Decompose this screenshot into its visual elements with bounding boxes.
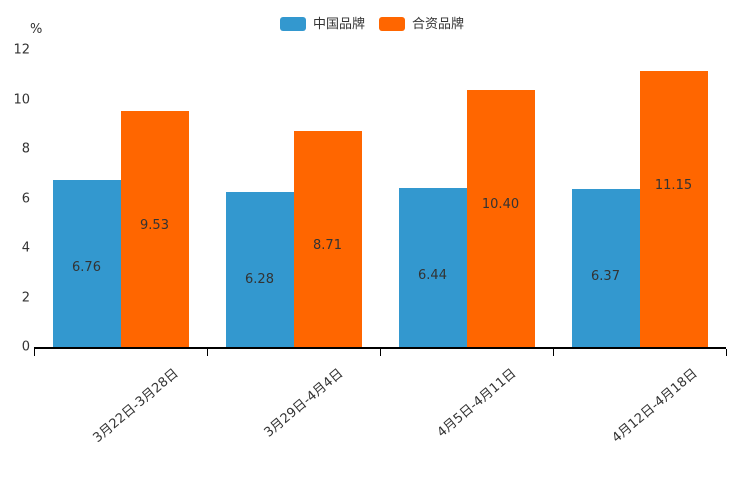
bar-joint-venture-brand[interactable] — [466, 89, 535, 347]
y-axis-unit-label: % — [30, 22, 43, 37]
y-axis-tick-labels: 0 2 4 6 8 10 12 — [0, 0, 30, 496]
legend-swatch-icon — [379, 17, 405, 31]
x-axis-tick-mark — [207, 349, 208, 356]
bar-value-label: 6.28 — [245, 271, 274, 287]
y-axis-tick-label: 0 — [21, 339, 30, 355]
y-axis-tick-label: 6 — [21, 191, 30, 206]
bar-joint-venture-brand[interactable] — [293, 131, 362, 347]
bar-value-label: 10.40 — [481, 196, 520, 212]
x-axis-tick-mark — [726, 349, 727, 356]
y-axis-tick-label: 4 — [21, 240, 30, 256]
bar-china-brand[interactable] — [52, 179, 121, 347]
bar-china-brand[interactable] — [225, 191, 294, 347]
bar-china-brand[interactable] — [398, 187, 467, 347]
bar-value-label: 8.71 — [313, 238, 342, 254]
bar-joint-venture-brand[interactable] — [120, 111, 189, 347]
legend-item-label: 中国品牌 — [312, 16, 365, 32]
bar-china-brand[interactable] — [571, 189, 640, 347]
legend-swatch-icon — [279, 17, 306, 31]
y-axis-tick-label: 2 — [21, 290, 30, 305]
x-axis-line — [34, 347, 726, 349]
bar-value-label: 6.44 — [418, 267, 447, 283]
y-axis-tick-label: 8 — [21, 141, 30, 157]
x-axis-category-label: 4月5日-4月11日 — [434, 366, 519, 441]
legend-joint-venture-brand[interactable]: 合资品牌 — [379, 17, 464, 31]
x-axis-tick-mark — [380, 349, 381, 356]
x-axis-category-label: 3月29日-4月4日 — [261, 366, 346, 441]
chart-legend: 中国品牌 合资品牌 — [0, 12, 744, 36]
y-axis-tick-label: 10 — [13, 92, 30, 107]
bar-joint-venture-brand[interactable] — [639, 71, 708, 347]
legend-china-brand[interactable]: 中国品牌 — [279, 16, 365, 32]
y-axis-tick-label: 12 — [13, 42, 30, 58]
bar-value-label: 6.76 — [72, 259, 101, 275]
bar-value-label: 9.53 — [140, 218, 169, 234]
x-axis-tick-mark — [34, 349, 35, 356]
bar-value-label: 6.37 — [591, 269, 620, 285]
x-axis-category-label: 3月22日-3月28日 — [89, 366, 182, 446]
x-axis-category-label: 4月12日-4月18日 — [608, 366, 701, 446]
legend-item-label: 合资品牌 — [412, 16, 465, 32]
bar-value-label: 11.15 — [654, 178, 693, 194]
x-axis-tick-mark — [553, 349, 554, 356]
